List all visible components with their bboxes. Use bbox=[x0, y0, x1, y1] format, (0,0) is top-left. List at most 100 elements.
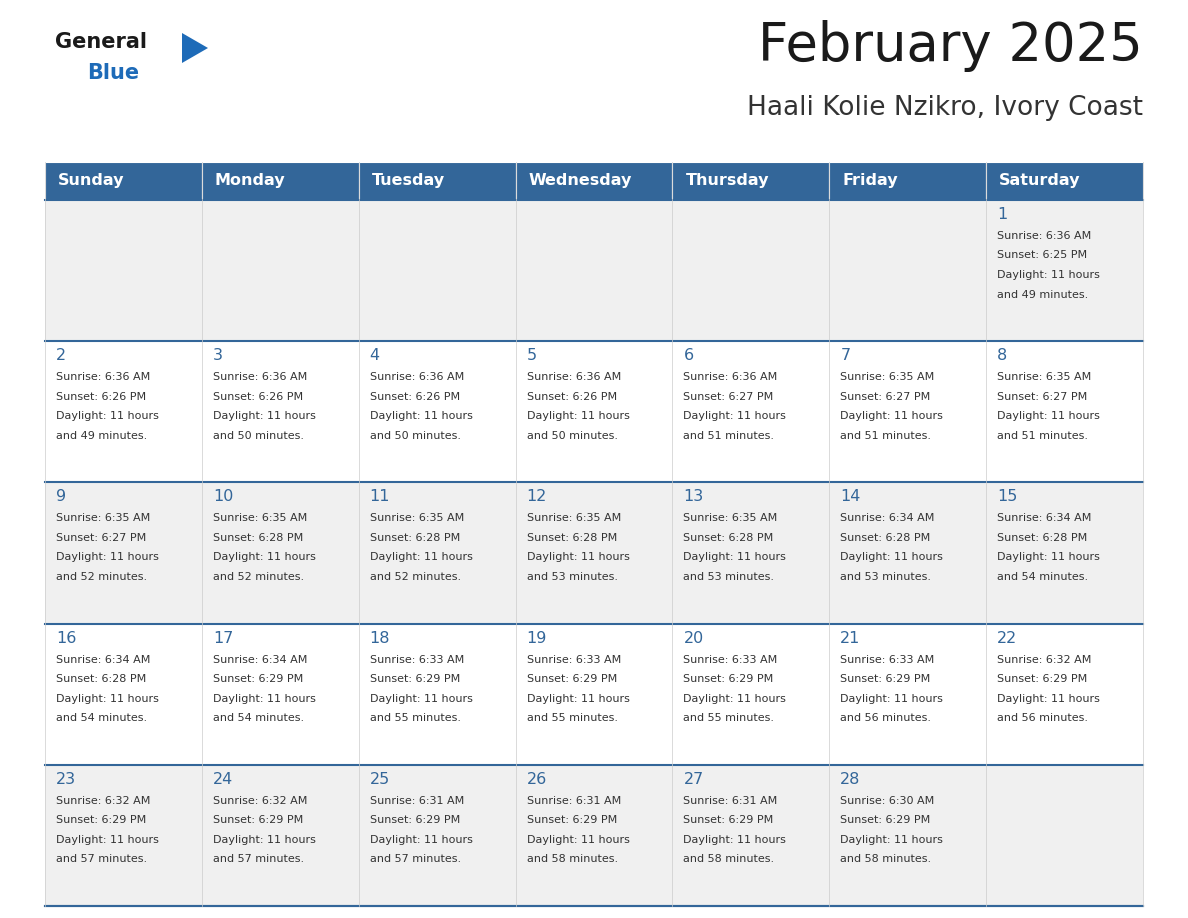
Text: Sunset: 6:27 PM: Sunset: 6:27 PM bbox=[683, 392, 773, 402]
Bar bbox=[202, 162, 359, 200]
Bar bbox=[829, 482, 986, 623]
Text: 3: 3 bbox=[213, 348, 223, 364]
Text: Daylight: 11 hours: Daylight: 11 hours bbox=[213, 411, 316, 421]
Text: Sunrise: 6:36 AM: Sunrise: 6:36 AM bbox=[997, 231, 1092, 241]
Bar bbox=[202, 341, 359, 482]
Text: Sunset: 6:29 PM: Sunset: 6:29 PM bbox=[369, 815, 460, 825]
Text: Daylight: 11 hours: Daylight: 11 hours bbox=[56, 411, 159, 421]
Text: and 58 minutes.: and 58 minutes. bbox=[526, 855, 618, 865]
Text: Haali Kolie Nzikro, Ivory Coast: Haali Kolie Nzikro, Ivory Coast bbox=[747, 95, 1143, 121]
Bar bbox=[986, 341, 1143, 482]
Text: Daylight: 11 hours: Daylight: 11 hours bbox=[213, 834, 316, 845]
Text: Sunset: 6:29 PM: Sunset: 6:29 PM bbox=[526, 674, 617, 684]
Bar bbox=[516, 162, 672, 200]
Text: Sunset: 6:27 PM: Sunset: 6:27 PM bbox=[56, 533, 146, 543]
Bar bbox=[45, 765, 202, 906]
Text: and 58 minutes.: and 58 minutes. bbox=[840, 855, 931, 865]
Text: Wednesday: Wednesday bbox=[529, 174, 632, 188]
Text: Daylight: 11 hours: Daylight: 11 hours bbox=[369, 411, 473, 421]
Bar bbox=[986, 162, 1143, 200]
Text: and 54 minutes.: and 54 minutes. bbox=[997, 572, 1088, 582]
Text: Sunrise: 6:32 AM: Sunrise: 6:32 AM bbox=[997, 655, 1092, 665]
Bar bbox=[986, 482, 1143, 623]
Text: 13: 13 bbox=[683, 489, 703, 504]
Text: Daylight: 11 hours: Daylight: 11 hours bbox=[56, 694, 159, 703]
Bar bbox=[516, 482, 672, 623]
Text: Sunset: 6:28 PM: Sunset: 6:28 PM bbox=[369, 533, 460, 543]
Text: Saturday: Saturday bbox=[999, 174, 1081, 188]
Text: and 54 minutes.: and 54 minutes. bbox=[56, 713, 147, 723]
Text: Sunset: 6:26 PM: Sunset: 6:26 PM bbox=[526, 392, 617, 402]
Text: 26: 26 bbox=[526, 772, 546, 787]
Text: Sunset: 6:26 PM: Sunset: 6:26 PM bbox=[369, 392, 460, 402]
Text: Sunrise: 6:33 AM: Sunrise: 6:33 AM bbox=[526, 655, 621, 665]
Text: Daylight: 11 hours: Daylight: 11 hours bbox=[683, 553, 786, 563]
Text: Daylight: 11 hours: Daylight: 11 hours bbox=[56, 834, 159, 845]
Text: and 53 minutes.: and 53 minutes. bbox=[840, 572, 931, 582]
Text: Sunrise: 6:33 AM: Sunrise: 6:33 AM bbox=[840, 655, 935, 665]
Text: 1: 1 bbox=[997, 207, 1007, 222]
Text: Thursday: Thursday bbox=[685, 174, 769, 188]
Text: 20: 20 bbox=[683, 631, 703, 645]
Text: 24: 24 bbox=[213, 772, 233, 787]
Bar bbox=[359, 341, 516, 482]
Text: Sunset: 6:25 PM: Sunset: 6:25 PM bbox=[997, 251, 1087, 261]
Bar bbox=[45, 200, 202, 341]
Text: Friday: Friday bbox=[842, 174, 898, 188]
Text: Daylight: 11 hours: Daylight: 11 hours bbox=[840, 834, 943, 845]
Text: and 52 minutes.: and 52 minutes. bbox=[56, 572, 147, 582]
Text: Sunday: Sunday bbox=[58, 174, 125, 188]
Text: Daylight: 11 hours: Daylight: 11 hours bbox=[997, 553, 1100, 563]
Bar bbox=[202, 623, 359, 765]
Text: Sunset: 6:29 PM: Sunset: 6:29 PM bbox=[840, 815, 930, 825]
Text: 23: 23 bbox=[56, 772, 76, 787]
Text: Sunrise: 6:36 AM: Sunrise: 6:36 AM bbox=[56, 372, 150, 382]
Text: and 56 minutes.: and 56 minutes. bbox=[997, 713, 1088, 723]
Text: 10: 10 bbox=[213, 489, 233, 504]
Text: Sunrise: 6:36 AM: Sunrise: 6:36 AM bbox=[683, 372, 778, 382]
Text: Daylight: 11 hours: Daylight: 11 hours bbox=[213, 694, 316, 703]
Text: Sunrise: 6:35 AM: Sunrise: 6:35 AM bbox=[526, 513, 621, 523]
Text: and 55 minutes.: and 55 minutes. bbox=[683, 713, 775, 723]
Text: Tuesday: Tuesday bbox=[372, 174, 444, 188]
Text: Sunset: 6:29 PM: Sunset: 6:29 PM bbox=[56, 815, 146, 825]
Text: Sunrise: 6:35 AM: Sunrise: 6:35 AM bbox=[840, 372, 935, 382]
Bar bbox=[359, 162, 516, 200]
Bar bbox=[516, 623, 672, 765]
Text: Daylight: 11 hours: Daylight: 11 hours bbox=[683, 694, 786, 703]
Text: and 50 minutes.: and 50 minutes. bbox=[213, 431, 304, 441]
Bar bbox=[672, 623, 829, 765]
Bar bbox=[672, 482, 829, 623]
Bar bbox=[359, 200, 516, 341]
Bar bbox=[672, 341, 829, 482]
Text: and 50 minutes.: and 50 minutes. bbox=[526, 431, 618, 441]
Text: Sunrise: 6:35 AM: Sunrise: 6:35 AM bbox=[997, 372, 1092, 382]
Text: Sunset: 6:28 PM: Sunset: 6:28 PM bbox=[526, 533, 617, 543]
Text: and 55 minutes.: and 55 minutes. bbox=[526, 713, 618, 723]
Text: 6: 6 bbox=[683, 348, 694, 364]
Text: Monday: Monday bbox=[215, 174, 285, 188]
Text: Sunrise: 6:34 AM: Sunrise: 6:34 AM bbox=[840, 513, 935, 523]
Text: and 57 minutes.: and 57 minutes. bbox=[369, 855, 461, 865]
Bar bbox=[45, 162, 202, 200]
Text: and 52 minutes.: and 52 minutes. bbox=[213, 572, 304, 582]
Text: Sunset: 6:29 PM: Sunset: 6:29 PM bbox=[369, 674, 460, 684]
Text: and 55 minutes.: and 55 minutes. bbox=[369, 713, 461, 723]
Text: 12: 12 bbox=[526, 489, 546, 504]
Text: Sunset: 6:29 PM: Sunset: 6:29 PM bbox=[683, 674, 773, 684]
Bar bbox=[829, 200, 986, 341]
Text: Sunset: 6:29 PM: Sunset: 6:29 PM bbox=[526, 815, 617, 825]
Text: and 57 minutes.: and 57 minutes. bbox=[213, 855, 304, 865]
Text: Sunrise: 6:32 AM: Sunrise: 6:32 AM bbox=[56, 796, 151, 806]
Text: Sunset: 6:26 PM: Sunset: 6:26 PM bbox=[56, 392, 146, 402]
Bar bbox=[359, 623, 516, 765]
Text: Daylight: 11 hours: Daylight: 11 hours bbox=[369, 834, 473, 845]
Text: Sunset: 6:29 PM: Sunset: 6:29 PM bbox=[683, 815, 773, 825]
Text: Daylight: 11 hours: Daylight: 11 hours bbox=[369, 553, 473, 563]
Text: Sunrise: 6:35 AM: Sunrise: 6:35 AM bbox=[683, 513, 778, 523]
Bar bbox=[45, 341, 202, 482]
Text: Sunrise: 6:34 AM: Sunrise: 6:34 AM bbox=[997, 513, 1092, 523]
Bar bbox=[829, 341, 986, 482]
Text: and 51 minutes.: and 51 minutes. bbox=[997, 431, 1088, 441]
Text: Sunrise: 6:35 AM: Sunrise: 6:35 AM bbox=[369, 513, 465, 523]
